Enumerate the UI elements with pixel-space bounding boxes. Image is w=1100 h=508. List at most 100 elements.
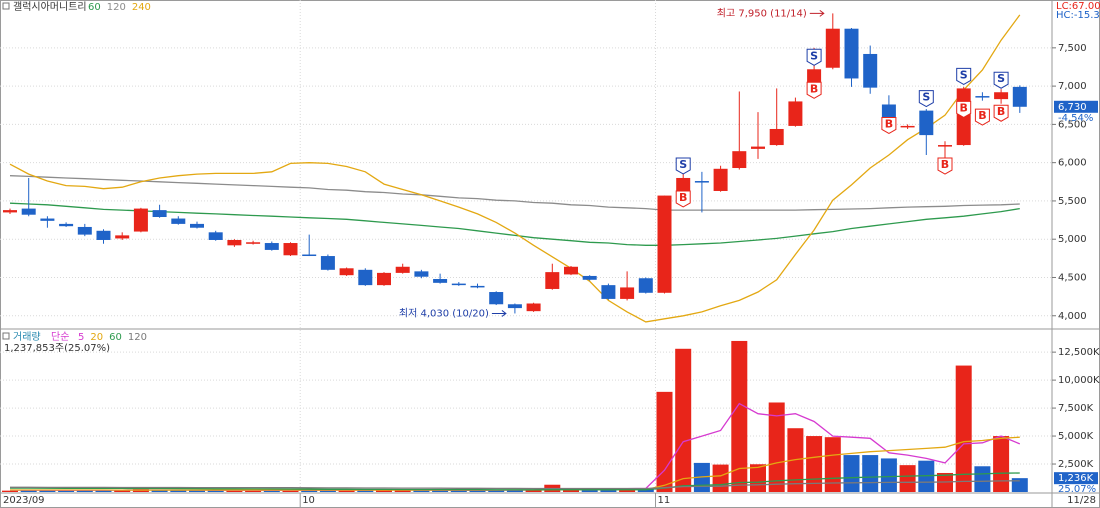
annotation: 최고 7,950 (11/14) bbox=[717, 7, 807, 19]
candle-body bbox=[21, 208, 36, 215]
candle-body bbox=[732, 151, 747, 169]
signal-label: B bbox=[810, 82, 818, 95]
volume-bar bbox=[731, 340, 748, 492]
signal-label: S bbox=[679, 158, 687, 171]
candle-body bbox=[863, 53, 878, 88]
volume-bar bbox=[357, 489, 374, 492]
pane-icon bbox=[2, 332, 10, 340]
y-tick-label: 12,500K bbox=[1058, 347, 1100, 358]
candle-body bbox=[96, 230, 111, 240]
x-tick-label: 2023/09 bbox=[3, 495, 45, 506]
volume-bar bbox=[525, 489, 542, 492]
moving-average-line bbox=[10, 472, 1020, 491]
candle-body bbox=[227, 239, 242, 246]
volume-bar bbox=[413, 490, 430, 492]
signal-marker bbox=[993, 104, 1009, 122]
volume-bar bbox=[899, 465, 916, 492]
candle-body bbox=[507, 304, 522, 309]
candle-body bbox=[302, 254, 317, 257]
candle-body bbox=[59, 223, 74, 227]
candle-body bbox=[994, 92, 1009, 100]
volume-bar bbox=[39, 490, 56, 492]
candle-body bbox=[919, 110, 934, 136]
candle-body bbox=[582, 275, 597, 280]
candle-body bbox=[713, 168, 728, 191]
x-tick-label: 11/28 bbox=[1067, 495, 1096, 506]
candle-body bbox=[339, 268, 354, 276]
candle-body bbox=[825, 28, 840, 68]
candle-body bbox=[526, 303, 541, 312]
y-tick-label: 4,000 bbox=[1058, 311, 1087, 322]
volume-bar bbox=[20, 489, 37, 492]
legend-entry: 60 bbox=[109, 332, 122, 343]
signal-marker bbox=[937, 157, 953, 175]
signal-label: S bbox=[922, 91, 930, 104]
candle-body bbox=[545, 272, 560, 289]
moving-average-line bbox=[10, 480, 1020, 490]
volume-bar bbox=[95, 490, 112, 492]
volume-bar bbox=[469, 490, 486, 492]
signal-label: B bbox=[978, 109, 986, 122]
last-price-label: 6,730 bbox=[1058, 102, 1087, 113]
volume-bar bbox=[750, 464, 766, 492]
moving-average-line bbox=[9, 202, 1020, 246]
pane-icon bbox=[2, 2, 10, 10]
candle-body bbox=[171, 218, 186, 224]
y-tick-label: 5,500 bbox=[1058, 196, 1087, 207]
volume-bar bbox=[600, 489, 617, 492]
legend-entry: 240 bbox=[132, 2, 151, 13]
last-volume-box bbox=[1054, 472, 1098, 485]
legend-entry: 120 bbox=[128, 332, 147, 343]
legend-entry: 60 bbox=[88, 2, 101, 13]
candle-body bbox=[676, 177, 691, 191]
volume-bar bbox=[301, 489, 318, 492]
annotation-arrow bbox=[491, 310, 507, 317]
candle-body bbox=[133, 208, 148, 232]
x-tick-label: 10 bbox=[302, 495, 315, 506]
candle-body bbox=[320, 256, 335, 270]
candle-body bbox=[377, 272, 391, 286]
volume-title: 거래량 bbox=[13, 331, 41, 343]
volume-bar bbox=[282, 490, 299, 492]
y-tick-label: 6,000 bbox=[1058, 158, 1087, 169]
volume-bar bbox=[207, 490, 224, 492]
volume-bar bbox=[151, 489, 168, 492]
candle-body bbox=[489, 292, 504, 305]
candle-body bbox=[470, 285, 485, 288]
candle-body bbox=[975, 96, 990, 98]
candle-body bbox=[358, 269, 373, 286]
volume-bar bbox=[563, 488, 579, 492]
last-volume-ratio: 25.07% bbox=[1058, 484, 1096, 495]
candle-body bbox=[115, 235, 130, 239]
signal-marker bbox=[881, 116, 897, 135]
volume-bar bbox=[619, 489, 636, 492]
volume-bar bbox=[768, 402, 785, 492]
candle-body bbox=[208, 232, 223, 240]
y-tick-label: 2,500K bbox=[1058, 459, 1094, 470]
candle-body bbox=[414, 271, 429, 277]
candle-body bbox=[844, 28, 859, 79]
volume-header-value: 1,237,853주(25.07%) bbox=[4, 343, 110, 354]
annotation: 최저 4,030 (10/20) bbox=[399, 307, 489, 319]
y-tick-label: 5,000 bbox=[1058, 234, 1087, 245]
volume-bar bbox=[245, 490, 262, 492]
volume-bar bbox=[656, 391, 673, 492]
volume-bar bbox=[338, 490, 355, 492]
volume-bar bbox=[58, 490, 75, 492]
indicator-hc: HC:-15.35 bbox=[1056, 10, 1100, 21]
legend-entry: 5 bbox=[78, 332, 84, 343]
last-price-box bbox=[1054, 100, 1098, 113]
signal-label: B bbox=[941, 158, 949, 171]
indicator-lc: LC:67.00 bbox=[1056, 1, 1100, 12]
volume-bar bbox=[376, 489, 392, 492]
signal-marker bbox=[806, 81, 822, 99]
signal-marker bbox=[918, 90, 934, 108]
candle-body bbox=[246, 242, 261, 244]
volume-bar bbox=[637, 489, 654, 492]
y-tick-label: 5,000K bbox=[1058, 431, 1094, 442]
signal-marker bbox=[974, 108, 990, 126]
candle-body bbox=[657, 195, 672, 293]
x-tick-label: 11 bbox=[658, 495, 671, 506]
signal-label: S bbox=[810, 49, 818, 62]
signal-marker bbox=[956, 67, 972, 85]
